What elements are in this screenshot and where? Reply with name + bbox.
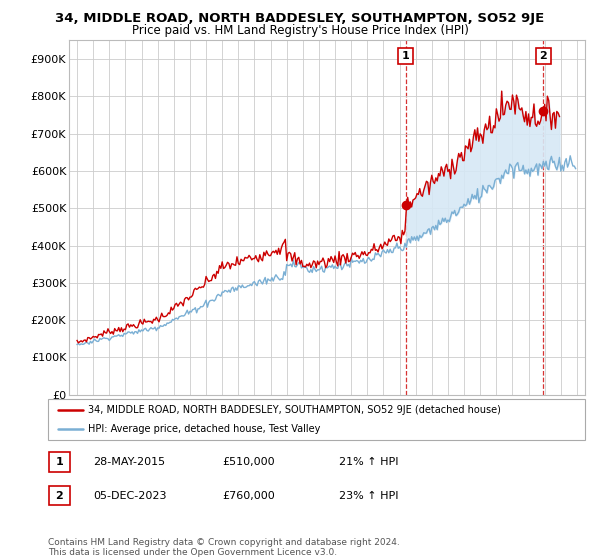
Text: 34, MIDDLE ROAD, NORTH BADDESLEY, SOUTHAMPTON, SO52 9JE: 34, MIDDLE ROAD, NORTH BADDESLEY, SOUTHA… (55, 12, 545, 25)
Text: 1: 1 (56, 457, 63, 467)
Text: Contains HM Land Registry data © Crown copyright and database right 2024.
This d: Contains HM Land Registry data © Crown c… (48, 538, 400, 557)
Text: £510,000: £510,000 (222, 457, 275, 467)
FancyBboxPatch shape (49, 452, 70, 472)
Text: 28-MAY-2015: 28-MAY-2015 (93, 457, 165, 467)
Text: Price paid vs. HM Land Registry's House Price Index (HPI): Price paid vs. HM Land Registry's House … (131, 24, 469, 36)
Text: 21% ↑ HPI: 21% ↑ HPI (339, 457, 398, 467)
Text: 1: 1 (402, 51, 410, 61)
Text: 34, MIDDLE ROAD, NORTH BADDESLEY, SOUTHAMPTON, SO52 9JE (detached house): 34, MIDDLE ROAD, NORTH BADDESLEY, SOUTHA… (88, 405, 501, 415)
Text: HPI: Average price, detached house, Test Valley: HPI: Average price, detached house, Test… (88, 424, 320, 435)
Text: 2: 2 (56, 491, 63, 501)
Text: £760,000: £760,000 (222, 491, 275, 501)
Text: 05-DEC-2023: 05-DEC-2023 (93, 491, 167, 501)
FancyBboxPatch shape (49, 486, 70, 505)
Text: 2: 2 (539, 51, 547, 61)
Text: 23% ↑ HPI: 23% ↑ HPI (339, 491, 398, 501)
FancyBboxPatch shape (48, 399, 585, 440)
